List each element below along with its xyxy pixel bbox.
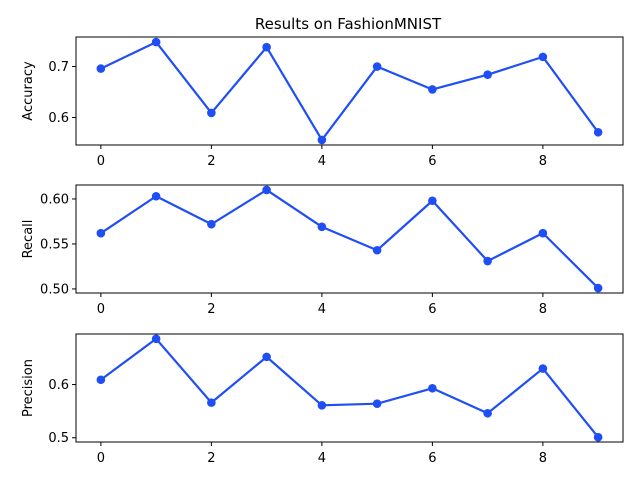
x-tick-label: 6 <box>428 302 436 317</box>
x-tick-label: 8 <box>539 302 547 317</box>
data-point <box>207 108 216 118</box>
y-axis-label: Recall <box>21 220 36 259</box>
y-tick-label: 0.55 <box>40 237 69 252</box>
y-tick-label: 0.7 <box>48 60 69 75</box>
x-tick-label: 6 <box>428 154 436 169</box>
data-point <box>593 432 603 442</box>
data-point <box>207 219 216 229</box>
chart-title: Results on FashionMNIST <box>255 15 442 33</box>
series-line <box>100 40 600 142</box>
data-point <box>317 222 327 232</box>
subplot-2: 0 2 4 6 8 0.50 0.55 0.60 Recall <box>21 184 624 317</box>
data-point <box>428 196 437 206</box>
series-line <box>100 337 599 438</box>
axes-frame <box>75 36 624 146</box>
data-point <box>538 228 548 238</box>
data-point <box>483 70 492 79</box>
x-tick-label: 0 <box>97 154 105 169</box>
x-tick-label: 0 <box>97 302 105 317</box>
subplot-1: 0 2 4 6 8 0.6 0.7 Accuracy <box>21 36 624 169</box>
axes-frame <box>75 184 624 294</box>
x-tick-label: 6 <box>428 451 436 466</box>
x-tick-label: 2 <box>207 154 215 169</box>
data-point <box>428 85 437 94</box>
data-point <box>262 185 271 195</box>
data-point <box>96 375 106 385</box>
data-point <box>372 62 382 71</box>
x-tick-label: 2 <box>207 302 215 317</box>
subplot-3: 0 2 4 6 8 0.5 0.6 Precision <box>21 333 624 466</box>
data-point <box>483 408 492 418</box>
x-tick-label: 2 <box>207 451 215 466</box>
data-point <box>262 352 271 362</box>
y-tick-label: 0.60 <box>40 192 69 207</box>
data-point <box>151 334 161 344</box>
data-point <box>428 383 437 393</box>
data-point <box>262 42 271 52</box>
data-point <box>317 400 327 410</box>
series-line <box>100 188 599 289</box>
data-point <box>593 127 603 137</box>
y-tick-label: 0.5 <box>48 431 69 446</box>
data-point <box>151 191 161 201</box>
data-point <box>96 64 106 73</box>
data-point <box>372 245 382 255</box>
data-point <box>483 256 492 266</box>
data-point <box>538 52 548 62</box>
y-tick-label: 0.50 <box>40 282 69 297</box>
x-tick-label: 4 <box>318 451 326 466</box>
data-point <box>372 399 382 408</box>
data-point <box>317 135 327 145</box>
data-point <box>151 37 161 47</box>
x-tick-label: 8 <box>539 154 547 169</box>
y-axis-label: Accuracy <box>21 61 36 121</box>
y-tick-label: 0.6 <box>48 111 69 126</box>
x-tick-label: 8 <box>539 451 547 466</box>
y-axis-label: Precision <box>21 359 36 417</box>
axes-frame <box>75 333 624 443</box>
x-tick-label: 0 <box>97 451 105 466</box>
data-point <box>538 364 548 373</box>
x-tick-label: 4 <box>318 154 326 169</box>
data-point <box>96 228 106 238</box>
data-point <box>207 398 216 407</box>
y-tick-label: 0.6 <box>48 378 69 393</box>
x-tick-label: 4 <box>318 302 326 317</box>
data-point <box>593 283 603 293</box>
